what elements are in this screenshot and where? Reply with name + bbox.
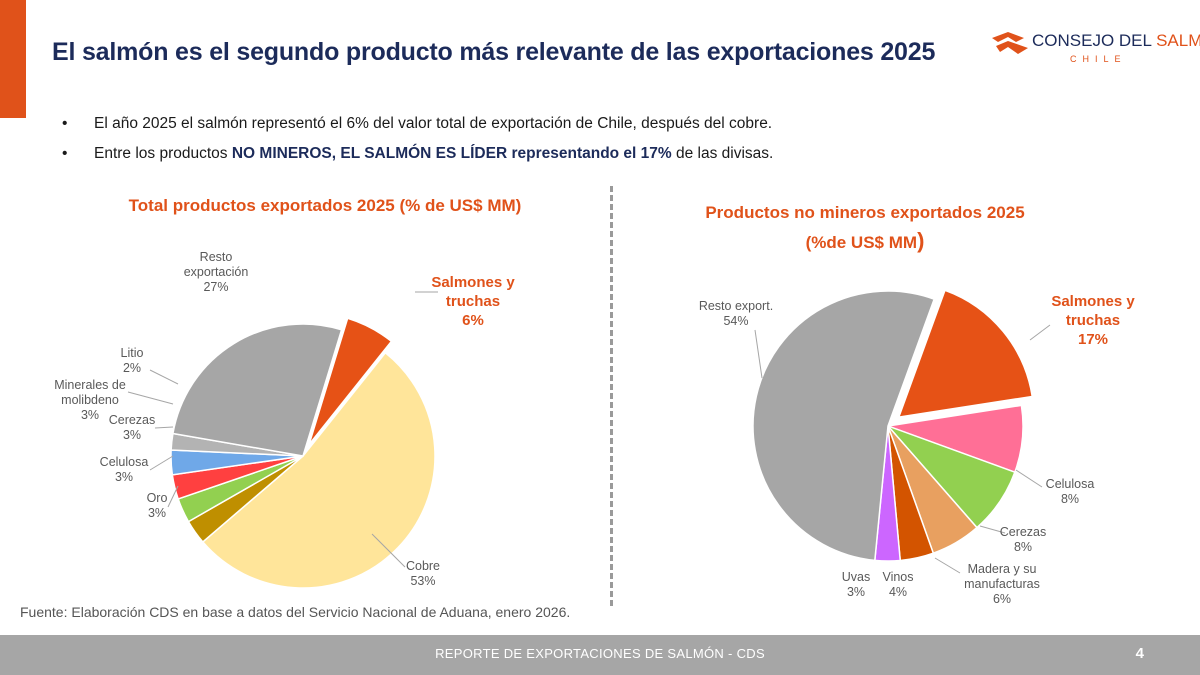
slice-label: Uvas 3% (842, 570, 870, 599)
bullet-dot-icon: • (62, 145, 68, 162)
slice-label: Oro 3% (147, 491, 168, 520)
slice-value-label: 3% (148, 506, 166, 520)
slice-label: Cerezas 8% (1000, 525, 1047, 554)
footer-text: REPORTE DE EXPORTACIONES DE SALMÓN - CDS (435, 646, 765, 661)
slice-label: Minerales de molibdeno 3% (54, 378, 126, 422)
slice-label: Litio 2% (121, 346, 144, 375)
leader-line (371, 533, 406, 568)
bullet-item: • Entre los productos NO MINEROS, EL SAL… (62, 145, 774, 162)
slice-value-label: 3% (81, 408, 99, 422)
slice-value-label: 3% (123, 428, 141, 442)
logo-text: CONSEJO DEL SALMÓN (1032, 31, 1200, 50)
dashed-divider (610, 186, 613, 606)
slice-value-label: 6% (462, 312, 484, 329)
slice-value-label: 3% (115, 470, 133, 484)
pie-slice-cobre (201, 351, 436, 589)
footer-bar: REPORTE DE EXPORTACIONES DE SALMÓN - CDS… (0, 635, 1200, 675)
slice-label: Resto export. 54% (699, 299, 773, 328)
leader-line (1029, 324, 1051, 341)
slice-label: Salmones y truchas 17% (1051, 293, 1135, 348)
slice-value-label: 53% (410, 574, 435, 588)
page-number: 4 (1135, 645, 1144, 662)
leader-line (149, 369, 179, 385)
slice-value-label: 54% (723, 314, 748, 328)
page-title: El salmón es el segundo producto más rel… (52, 38, 936, 66)
slice-label: Celulosa 3% (100, 455, 149, 484)
slice-value-label: 6% (993, 592, 1011, 606)
slice-value-label: 8% (1061, 492, 1079, 506)
slice-label: Salmones y truchas 6% (431, 274, 515, 329)
bullet-item: • El año 2025 el salmón representó el 6%… (62, 115, 773, 132)
leader-line (167, 485, 179, 508)
slice-label: Cobre 53% (406, 559, 440, 588)
chart-title-total: Total productos exportados 2025 (% de US… (128, 196, 522, 215)
slice-value-label: 17% (1078, 331, 1108, 348)
slice-label: Cerezas 3% (109, 413, 156, 442)
leader-line (149, 455, 174, 471)
leader-line (154, 426, 174, 429)
slice-value-label: 4% (889, 585, 907, 599)
source-note: Fuente: Elaboración CDS en base a datos … (20, 604, 571, 620)
leader-line (934, 557, 961, 574)
pie-chart-1: Salmones y truchas 6% Cobre 53% Oro 3% Celulosa… (54, 250, 515, 589)
pie-slice-resto-export- (752, 290, 936, 562)
pie-slice-salmones-y-truchas (897, 289, 1034, 419)
leader-line (1015, 469, 1043, 488)
slice-label: Celulosa 8% (1046, 477, 1095, 506)
bullet-dot-icon: • (62, 115, 68, 132)
logo-subtitle: CHILE (1070, 54, 1127, 64)
leader-line (754, 329, 763, 379)
salmon-logo-icon (992, 32, 1028, 54)
pie-chart-2: Salmones y truchas 17% Celulosa 8% Cerezas 8% M… (699, 289, 1135, 606)
accent-bar (0, 0, 26, 118)
slice-label: Vinos 4% (882, 570, 913, 599)
pie-slice-salmones-y-truchas (308, 317, 393, 445)
pie-slice-resto-exportaci-n (172, 323, 343, 457)
bullet-list: • El año 2025 el salmón representó el 6%… (62, 114, 773, 174)
slice-value-label: 27% (203, 280, 228, 294)
pie-charts: Salmones y truchas 6% Cobre 53% Oro 3% Celulosa… (54, 250, 1135, 606)
leader-line (127, 391, 174, 405)
slice-label: Madera y su manufacturas 6% (964, 562, 1040, 606)
slice-value-label: 8% (1014, 540, 1032, 554)
slice-value-label: 2% (123, 361, 141, 375)
leader-line (979, 525, 1006, 534)
slice-label: Resto exportación 27% (184, 250, 249, 294)
chart-title-no-mineros: Productos no mineros exportados 2025 (%d… (705, 203, 1025, 253)
logo: CONSEJO DEL SALMÓN CHILE (990, 28, 1200, 72)
slice-value-label: 3% (847, 585, 865, 599)
